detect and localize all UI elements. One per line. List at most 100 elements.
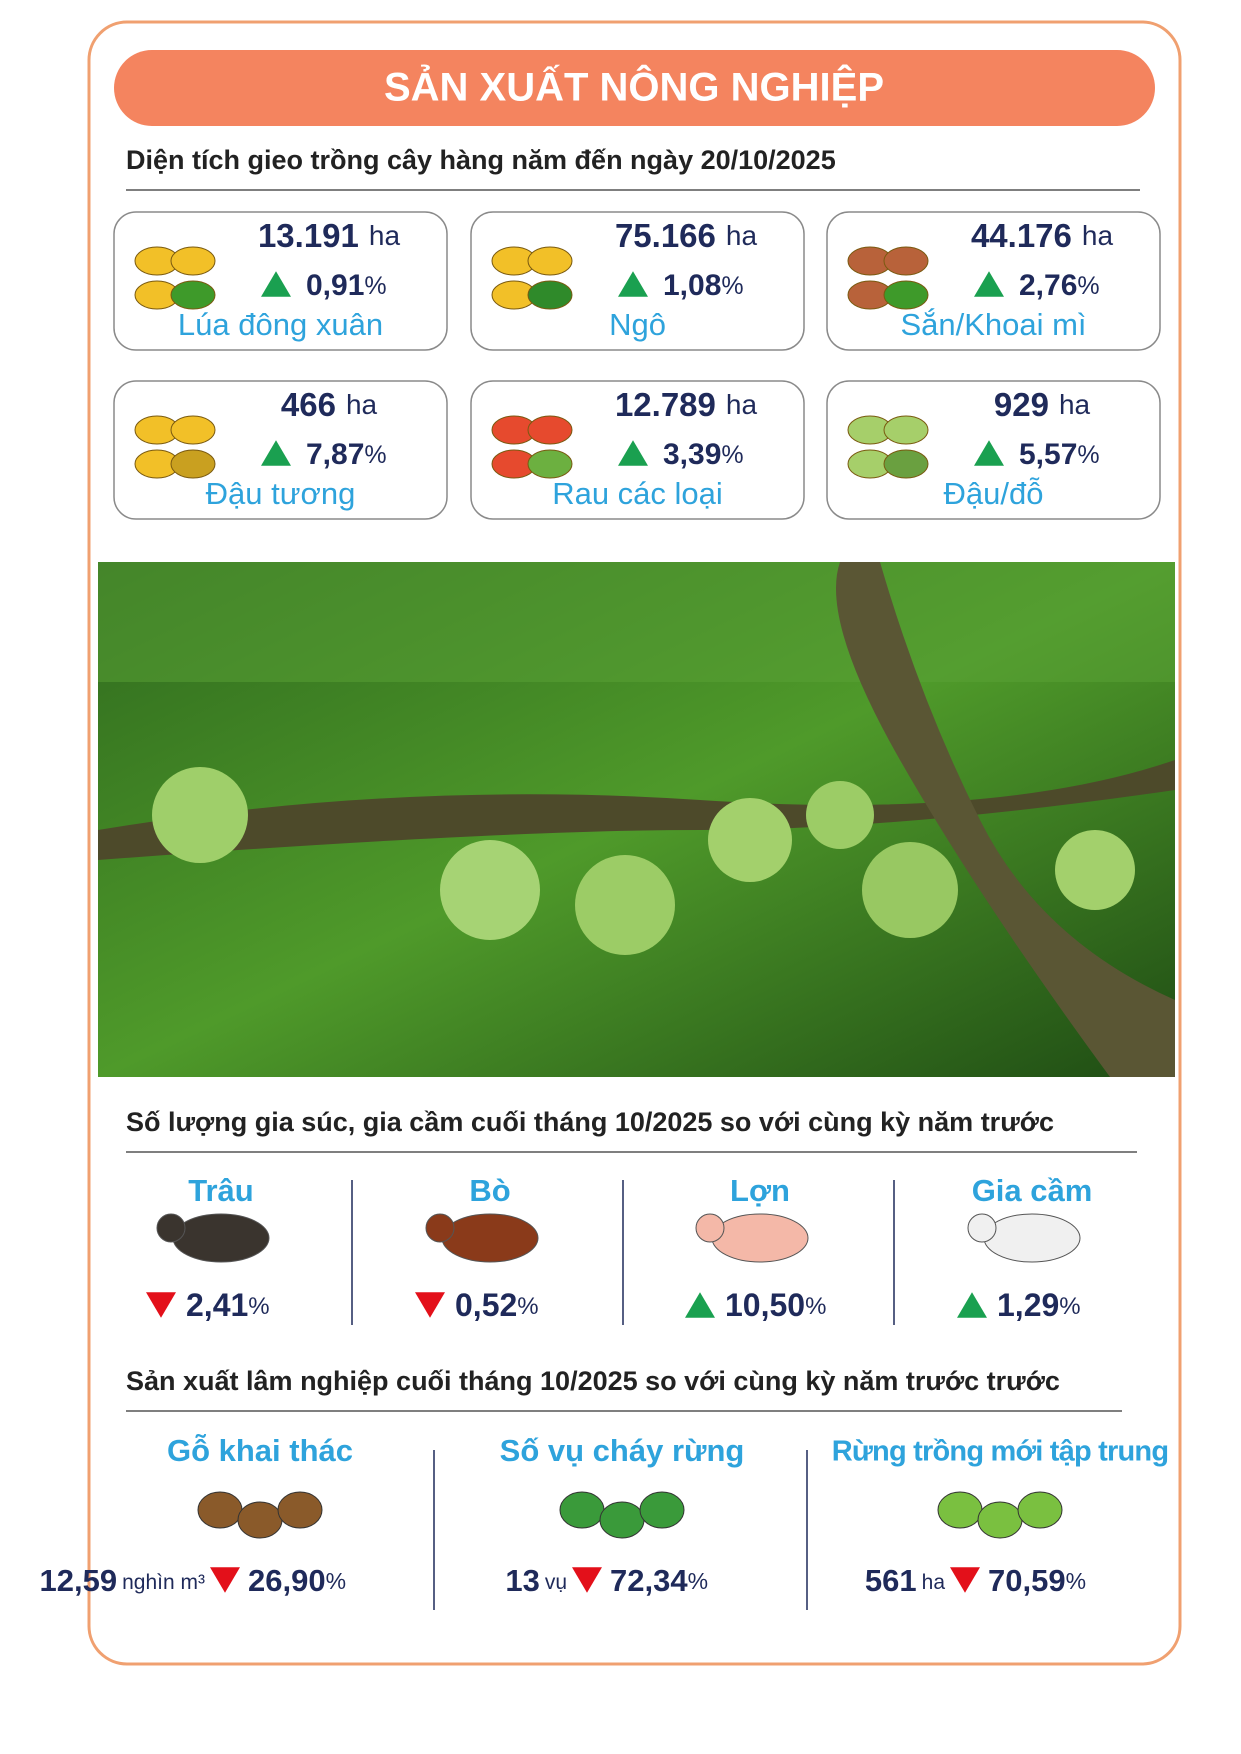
change-unit: % xyxy=(1077,441,1099,469)
unit: ha xyxy=(346,389,378,420)
change: 5,57 xyxy=(1019,438,1077,471)
change: 10,50 xyxy=(725,1287,805,1323)
up-arrow xyxy=(974,271,1004,297)
down-arrow xyxy=(950,1567,980,1593)
change: 72,34 xyxy=(610,1563,688,1598)
forestry-icon xyxy=(639,1491,685,1529)
up-arrow xyxy=(261,440,291,466)
change: 2,76 xyxy=(1019,269,1077,302)
unit: ha xyxy=(726,220,758,251)
animal-icon xyxy=(441,1213,539,1263)
unit: ha xyxy=(369,220,401,251)
forestry-change: 26,90% xyxy=(248,1563,346,1598)
up-arrow xyxy=(685,1292,715,1318)
change: 3,39 xyxy=(663,438,721,471)
change-unit: % xyxy=(721,272,743,300)
section-heading: Số lượng gia súc, gia cầm cuối tháng 10/… xyxy=(126,1107,1054,1137)
crop-icon xyxy=(883,415,929,445)
change-unit: % xyxy=(326,1568,346,1594)
change-unit: % xyxy=(1066,1568,1086,1594)
animal-label: Bò xyxy=(469,1173,510,1208)
title: SẢN XUẤT NÔNG NGHIỆP xyxy=(384,64,884,110)
crop-change: 0,91% xyxy=(306,269,387,302)
forestry-label: Số vụ cháy rừng xyxy=(500,1433,745,1468)
animal-icon xyxy=(711,1213,809,1263)
change: 2,41 xyxy=(186,1287,248,1323)
change: 0,91 xyxy=(306,269,364,302)
forestry-icon xyxy=(197,1491,243,1529)
change-unit: % xyxy=(364,272,386,300)
change: 7,87 xyxy=(306,438,364,471)
forestry-change: 72,34% xyxy=(610,1563,708,1598)
change: 0,52 xyxy=(455,1287,517,1323)
crop-icon xyxy=(883,280,929,310)
crop-change: 5,57% xyxy=(1019,438,1100,471)
section-heading: Sản xuất lâm nghiệp cuối tháng 10/2025 s… xyxy=(126,1366,1060,1396)
crop-icon xyxy=(527,280,573,310)
change-unit: % xyxy=(805,1293,826,1320)
animal-label: Gia cầm xyxy=(972,1173,1093,1208)
crop-label: Lúa đông xuân xyxy=(178,307,383,342)
value: 12.789 xyxy=(615,386,716,423)
crop-icon xyxy=(527,449,573,479)
down-arrow xyxy=(146,1292,176,1318)
animal-change: 0,52% xyxy=(455,1287,539,1323)
value: 929 xyxy=(994,386,1049,423)
change-unit: % xyxy=(1059,1293,1080,1320)
animal-change: 2,41% xyxy=(186,1287,270,1323)
up-arrow xyxy=(974,440,1004,466)
forestry-icon xyxy=(277,1491,323,1529)
unit: ha xyxy=(922,1571,946,1594)
crop-icon xyxy=(170,246,216,276)
forestry-value: 12,59 nghìn m³ xyxy=(40,1563,205,1598)
value: 44.176 xyxy=(971,217,1072,254)
change-unit: % xyxy=(248,1293,269,1320)
unit: nghìn m³ xyxy=(122,1571,205,1594)
animal-change: 1,29% xyxy=(997,1287,1081,1323)
forestry-label: Gỗ khai thác xyxy=(167,1433,353,1468)
animal-icon xyxy=(156,1213,186,1243)
up-arrow xyxy=(261,271,291,297)
crop-value: 12.789 ha xyxy=(615,386,758,423)
down-arrow xyxy=(415,1292,445,1318)
unit: ha xyxy=(1059,389,1091,420)
animal-icon xyxy=(983,1213,1081,1263)
crop-value: 44.176 ha xyxy=(971,217,1114,254)
crop-icon xyxy=(883,246,929,276)
animal-icon xyxy=(967,1213,997,1243)
change-unit: % xyxy=(517,1293,538,1320)
crop-change: 2,76% xyxy=(1019,269,1100,302)
change-unit: % xyxy=(688,1568,708,1594)
change: 1,29 xyxy=(997,1287,1059,1323)
crop-label: Sắn/Khoai mì xyxy=(900,307,1086,342)
forestry-change: 70,59% xyxy=(988,1563,1086,1598)
crop-label: Rau các loại xyxy=(552,476,723,511)
value: 561 xyxy=(865,1563,917,1598)
unit: vụ xyxy=(545,1571,567,1594)
forestry-icon xyxy=(559,1491,605,1529)
header-pill xyxy=(114,50,1155,126)
animal-icon xyxy=(172,1213,270,1263)
forestry-value: 13 vụ xyxy=(505,1563,567,1598)
change: 1,08 xyxy=(663,269,721,302)
value: 466 xyxy=(281,386,336,423)
change-unit: % xyxy=(1077,272,1099,300)
crop-label: Đậu tương xyxy=(206,476,356,511)
crop-value: 929 ha xyxy=(994,386,1091,423)
animal-icon xyxy=(695,1213,725,1243)
crop-value: 13.191 ha xyxy=(258,217,401,254)
forestry-icon xyxy=(237,1501,283,1539)
forestry-icon xyxy=(599,1501,645,1539)
animal-label: Trâu xyxy=(188,1173,253,1208)
photo xyxy=(98,562,1175,1077)
crop-icon xyxy=(170,280,216,310)
animal-icon xyxy=(425,1213,455,1243)
forestry-icon xyxy=(977,1501,1023,1539)
crop-icon xyxy=(170,449,216,479)
section-heading: Diện tích gieo trồng cây hàng năm đến ng… xyxy=(126,145,836,175)
crop-icon xyxy=(527,246,573,276)
down-arrow xyxy=(572,1567,602,1593)
animal-label: Lợn xyxy=(730,1173,790,1208)
change: 26,90 xyxy=(248,1563,326,1598)
